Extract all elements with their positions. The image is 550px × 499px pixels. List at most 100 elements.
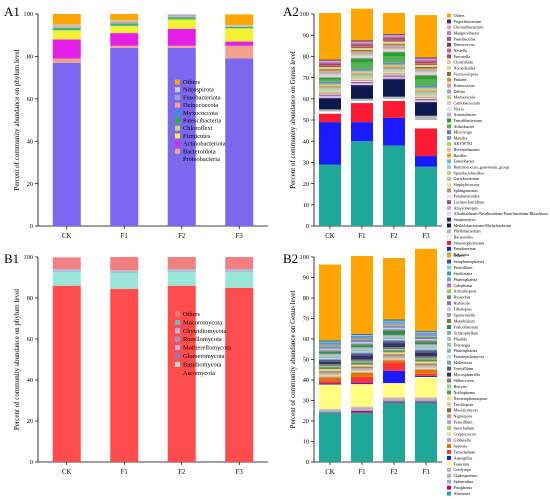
y-tick-label: 100 [24,11,33,18]
bar-segment-nothophoma [351,362,373,365]
bar-segment-articulospora [415,335,437,337]
bar-segment-cordyceps [415,397,437,399]
legend-swatch [447,473,451,478]
bar-segment-sporolactobacillus [351,76,373,78]
bar-segment-deinococcus [383,38,405,40]
bar-segment-actinobacteriota [167,28,196,46]
panel-label: B1 [4,251,19,266]
legend-swatch [447,378,451,383]
bar-segment-moesziomyces [383,354,405,356]
bar-segment-pseudopithomyces [319,357,341,359]
bar-segment-curtobacterium [351,77,373,79]
bar-segment-dinosegia [415,346,437,348]
legend-entry: Nitrospirota [183,87,214,94]
bar-segment-mangrovibacter [319,61,341,63]
bar-segment-phyllobacterium [319,109,341,112]
bar-segment-setophaeosphaeria [415,330,437,332]
bar-segment-akyw781 [415,88,437,90]
bar-segment-stilbocrocea [319,364,341,367]
legend-entry: Brevundimonas [454,147,480,152]
bar-segment-fusicolletorum [415,342,437,345]
bar-segment-proteobacteria [110,47,139,226]
bar-segment-lachnoclostridium [319,94,341,96]
bar-segment-phyllobacterium [383,96,405,99]
bar-segment-penicillium [351,368,373,370]
bar-segment-amycolatopsis [319,95,341,97]
legend-entry: Pseudomonas [454,246,477,251]
bar-segment-humicola [319,347,341,349]
bar-segment-others [52,257,81,270]
bar-segment-ruminococcus-gauvreauii-group [415,92,437,94]
bar-segment-cladosporium [415,398,437,401]
bar-segment-cladosporium [319,410,341,412]
bar-segment-calophoma [319,344,341,346]
bar-segment-kineococcus [383,45,405,47]
bar-segment-bacteroides [351,100,373,104]
legend-entry: Ascomycota [183,370,215,377]
legend-entry: Articulospora [454,289,477,294]
legend-swatch [447,19,451,24]
bar-segment-brevundimonas [415,89,437,91]
bar-segment-basidiomycota [167,271,196,286]
bar-segment-enterobacter [415,91,437,93]
legend-swatch [175,345,180,351]
bar-segment-penicillium [319,373,341,375]
bar-segment-verrucosispora [383,43,405,45]
legend-entry: Others [183,79,201,86]
bar-segment-microvirga [351,69,373,71]
bar-segment-fusobacteriota [167,15,196,17]
bar-segment-stenotrophomonas [351,103,373,123]
y-axis-title: Percent of community abundance on Genus … [289,51,297,189]
bar-segment-stilbocrocea [383,347,405,350]
legend-swatch [447,432,451,437]
bar-segment-parabacteroides [383,74,405,76]
bar-segment-deinococcota [167,16,196,18]
bar-segment-mycosphaerella [415,352,437,357]
x-tick-label: CK [325,233,335,240]
legend-swatch [447,313,451,318]
legend-swatch [447,253,451,258]
legend-swatch [175,353,180,359]
legend-entry: Others [454,13,465,18]
legend-entry: Botrytis [454,384,468,389]
bar-segment-akyw781 [351,71,373,73]
legend-entry: Allorhizobium-Neorhizobium-Pararhizobium… [454,211,549,216]
legend-swatch [447,66,451,71]
bar-segment-brevundimonas [351,72,373,74]
bar-segment-others [415,248,437,331]
bar-segment-nesiella [351,45,373,47]
bar-segment-pseudomonas [415,156,437,167]
legend-entry: Bacteroidota [183,148,216,155]
bar-segment-dinosegia [319,355,341,357]
legend-entry: Dinosegia [454,342,471,347]
bar-segment-streptomyces [383,78,405,80]
bar-segment-penicillium [415,331,437,333]
bar-segment-bacteroidota [225,45,254,59]
bar-segment-amycolatopsis [383,76,405,78]
bar-segment-proteobacteria [225,58,254,226]
bar-segment-clostridium [383,41,405,43]
y-tick-label: 40 [303,138,309,145]
bar-segment-deinococcus [415,61,437,63]
legend-entry: Patescibacteria [183,118,221,125]
bar-segment-pantoea [319,70,341,72]
bar-segment-bacteroides [415,120,437,129]
legend-entry: Glomeromycota [183,353,225,360]
bar-segment-pseudopithomyces [351,351,373,353]
bar-segment-nocardioides [383,42,405,44]
legend-swatch [447,455,451,460]
bar-segment-fusobacteriota [110,21,139,23]
x-tick-label: F1 [358,469,365,476]
legend-swatch [447,141,451,146]
bar-segment-nigrospora [319,372,341,374]
bar-segment-frigoribacterium [351,40,373,42]
bar-segment-deinococcota [110,22,139,24]
legend-entry: Penicillium [454,420,474,425]
y-tick-label: 90 [303,275,309,282]
bar-segment-nitrospirota [167,14,196,16]
legend-entry: Ralstonia [454,252,470,257]
y-tick-label: 20 [27,181,33,188]
bar-segment-sphingomonas [415,96,437,98]
bar-segment-nitrospirota [225,25,254,26]
